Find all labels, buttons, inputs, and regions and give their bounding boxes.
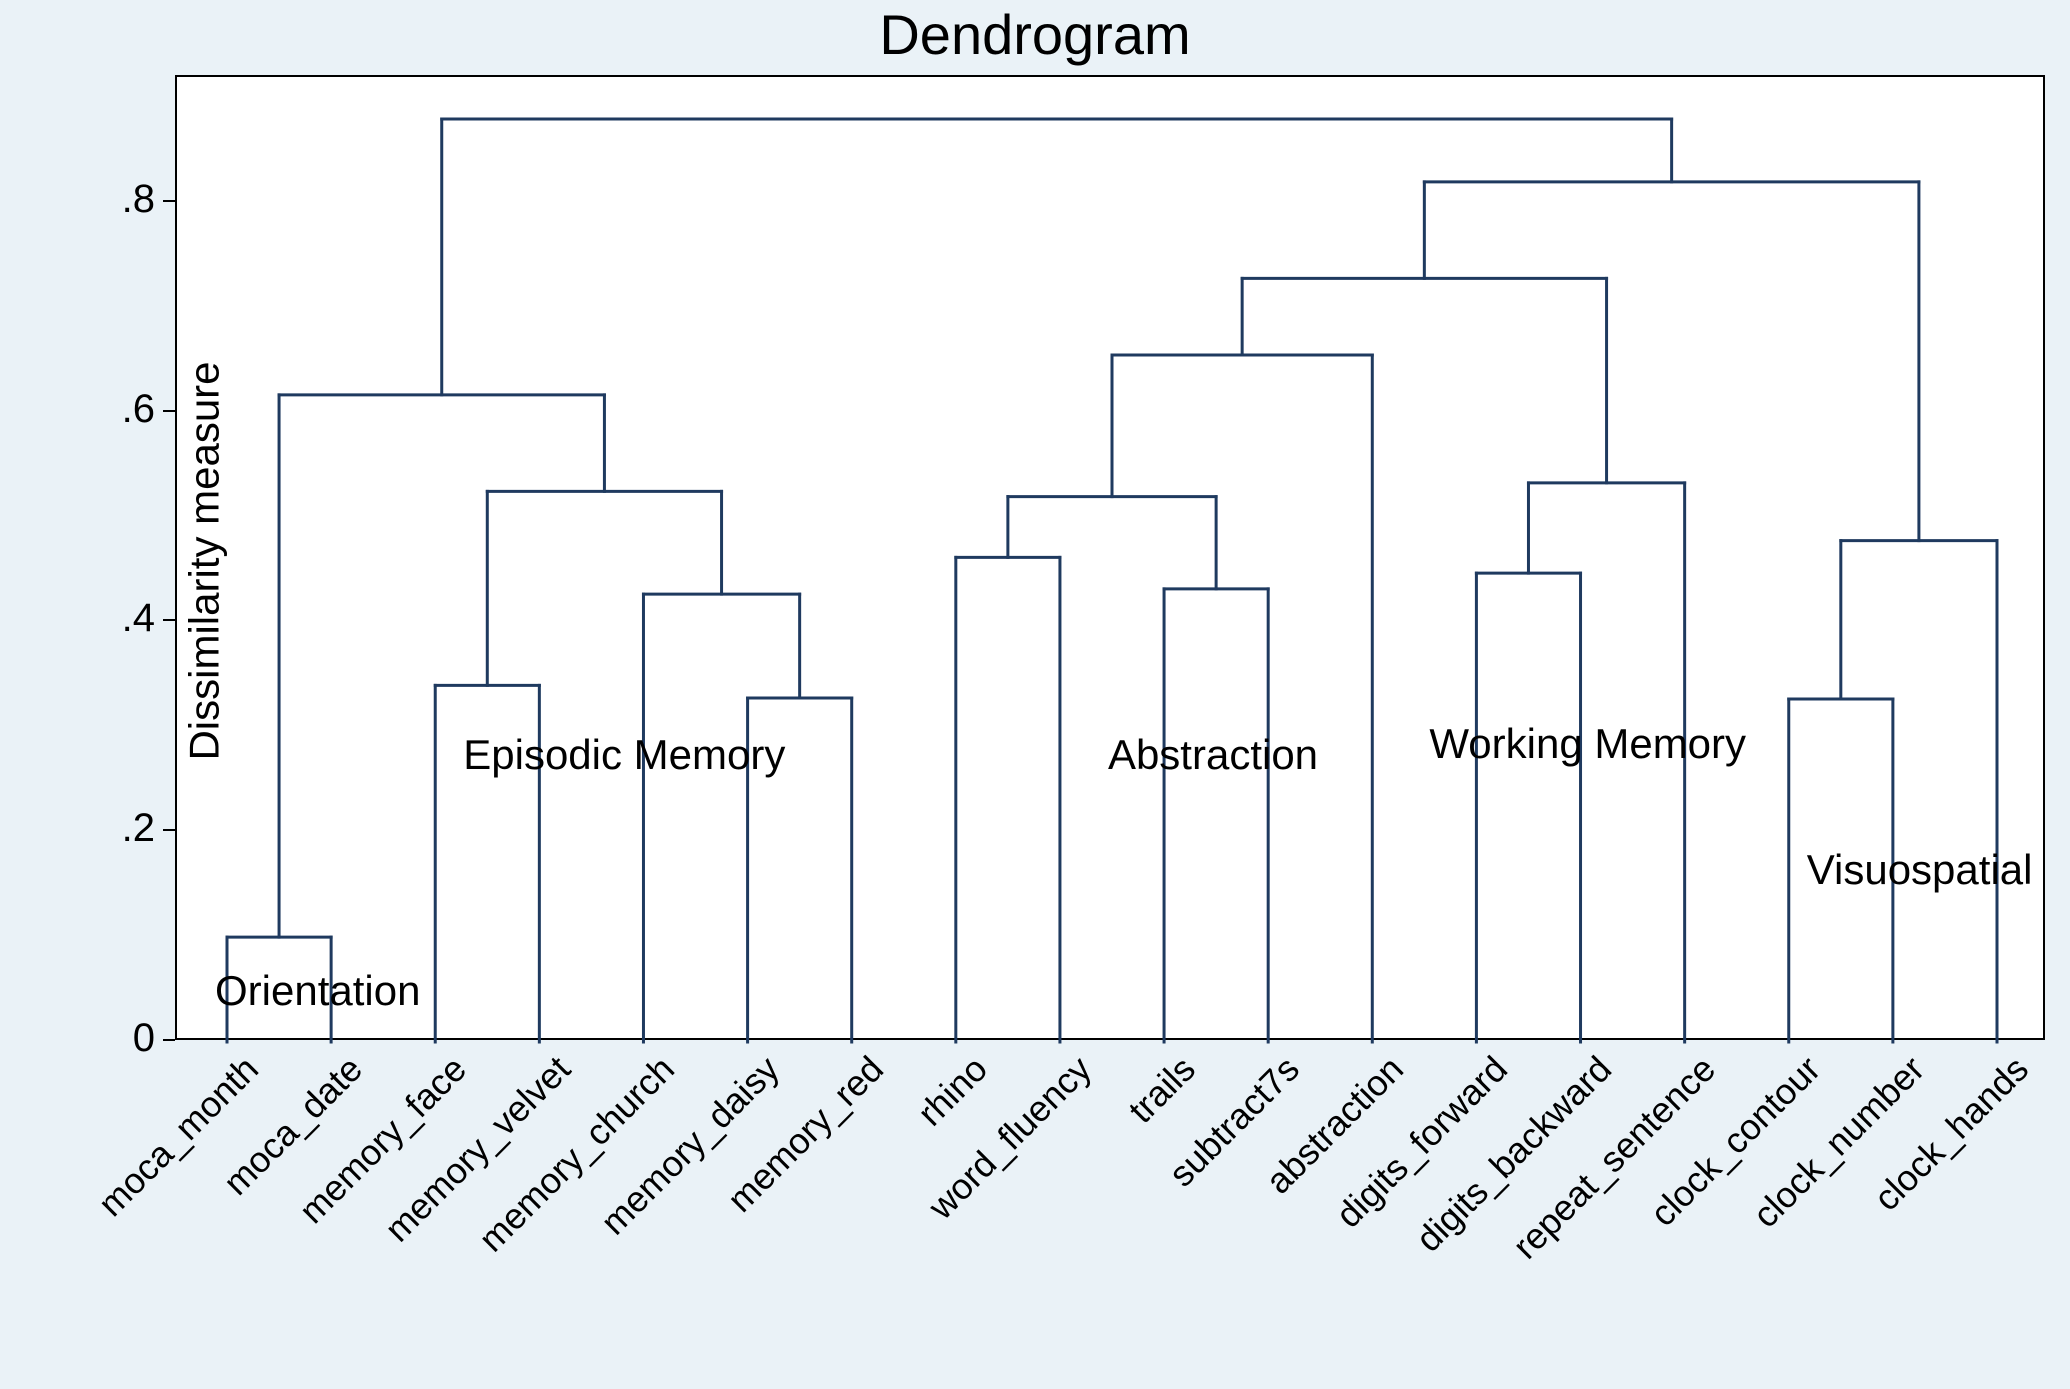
y-tick-label: .8 [100, 177, 155, 222]
y-tick-mark [163, 1039, 175, 1041]
y-tick-mark [163, 200, 175, 202]
dendrogram-chart: Dendrogram Dissimilarity measure 0 .2 .4 .6… [0, 0, 2070, 1389]
y-axis-label: Dissimilarity measure [181, 361, 229, 760]
cluster-label: Abstraction [1108, 731, 1318, 779]
y-tick-label: .2 [100, 806, 155, 851]
leaf-label: memory_daisy [592, 1048, 787, 1243]
y-tick-mark [163, 410, 175, 412]
y-tick-mark [163, 619, 175, 621]
y-tick-label: .6 [100, 387, 155, 432]
dendrogram-lines [177, 77, 2047, 1042]
leaf-label: rhino [909, 1048, 995, 1134]
chart-title: Dendrogram [879, 2, 1190, 67]
cluster-label: Visuospatial [1807, 846, 2033, 894]
y-tick-mark [163, 829, 175, 831]
y-tick-label: 0 [100, 1016, 155, 1061]
cluster-label: Working Memory [1429, 720, 1746, 768]
plot-area [175, 75, 2045, 1040]
y-tick-label: .4 [100, 596, 155, 641]
leaf-label: trails [1120, 1048, 1203, 1131]
cluster-label: Orientation [215, 967, 420, 1015]
leaf-label: memory_velvet [377, 1048, 579, 1250]
cluster-label: Episodic Memory [463, 731, 785, 779]
